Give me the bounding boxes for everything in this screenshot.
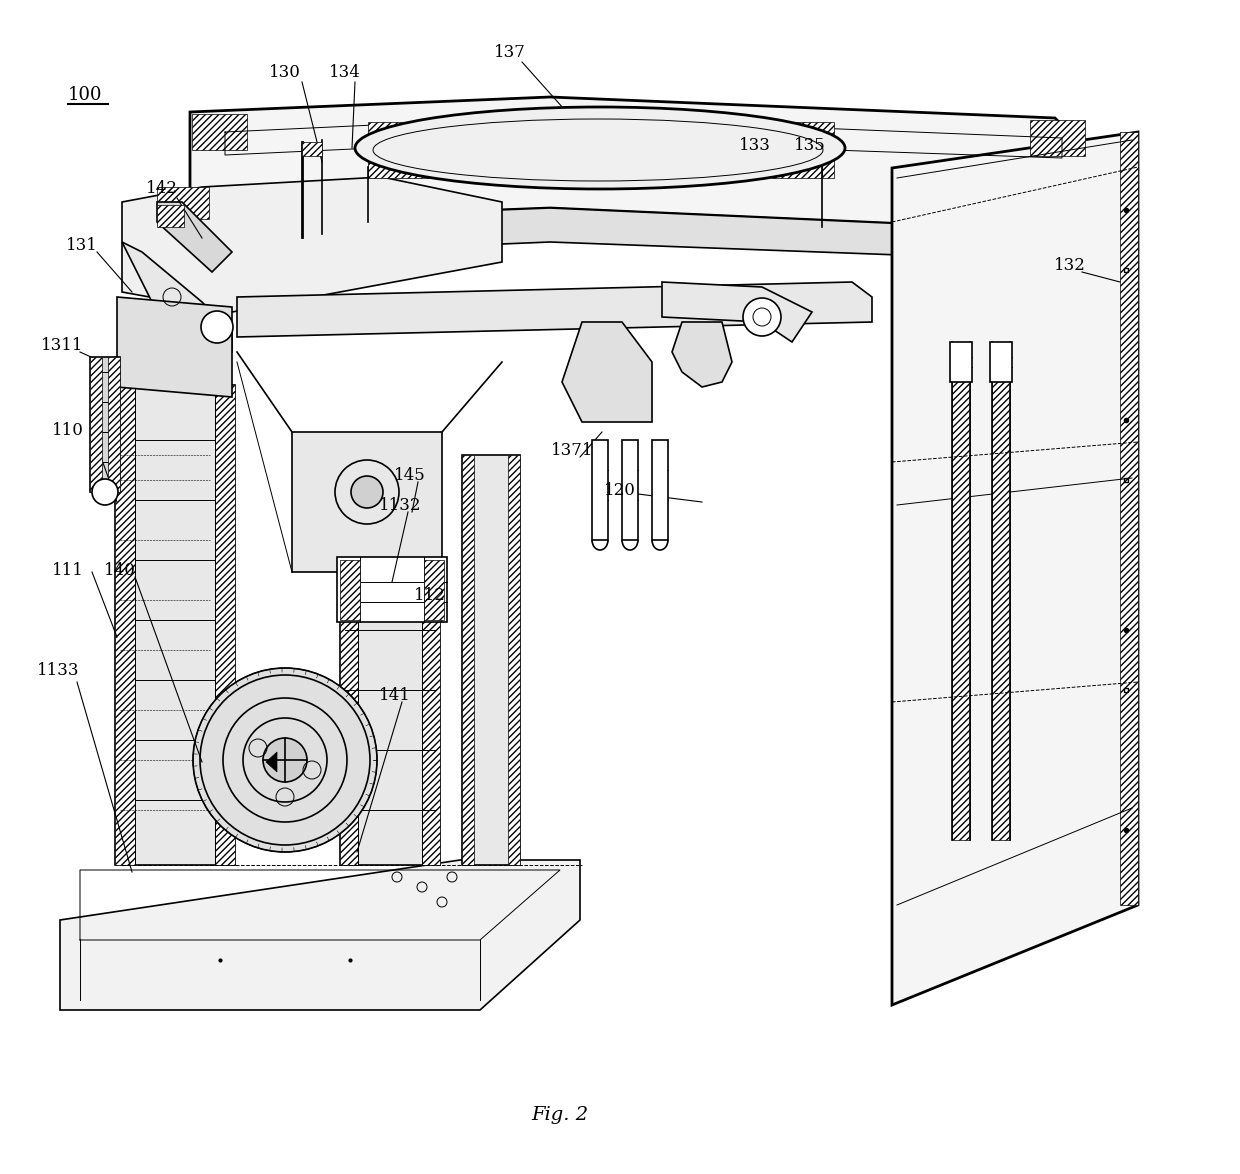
Bar bbox=[115, 385, 135, 865]
Bar bbox=[952, 342, 970, 841]
Text: 133: 133 bbox=[739, 136, 771, 154]
Polygon shape bbox=[463, 456, 520, 865]
Text: 137: 137 bbox=[494, 43, 526, 61]
Text: 145: 145 bbox=[394, 466, 425, 484]
Text: Fig. 2: Fig. 2 bbox=[532, 1106, 589, 1124]
Polygon shape bbox=[291, 432, 441, 572]
Ellipse shape bbox=[355, 107, 844, 189]
Circle shape bbox=[351, 475, 383, 508]
Bar bbox=[368, 122, 430, 178]
Polygon shape bbox=[91, 357, 120, 492]
Text: 112: 112 bbox=[414, 587, 446, 603]
Polygon shape bbox=[190, 97, 1087, 232]
Polygon shape bbox=[340, 456, 440, 865]
Bar bbox=[157, 187, 210, 220]
Text: 140: 140 bbox=[104, 561, 136, 579]
Polygon shape bbox=[237, 282, 872, 337]
Bar bbox=[215, 385, 236, 865]
Circle shape bbox=[743, 298, 781, 336]
Bar bbox=[773, 122, 835, 178]
Text: 130: 130 bbox=[269, 63, 301, 81]
Bar bbox=[1030, 120, 1085, 156]
Circle shape bbox=[201, 311, 233, 343]
Polygon shape bbox=[190, 208, 1087, 262]
Text: 142: 142 bbox=[146, 180, 177, 196]
Bar bbox=[108, 357, 120, 492]
Polygon shape bbox=[157, 202, 232, 272]
Circle shape bbox=[92, 479, 118, 505]
Bar bbox=[463, 456, 474, 865]
Bar bbox=[157, 205, 184, 227]
Polygon shape bbox=[622, 440, 639, 540]
Bar bbox=[424, 560, 444, 620]
Polygon shape bbox=[60, 861, 580, 1010]
Bar bbox=[340, 560, 360, 620]
Bar bbox=[422, 456, 440, 865]
Text: 132: 132 bbox=[1054, 256, 1086, 274]
Text: 1132: 1132 bbox=[378, 497, 422, 513]
Polygon shape bbox=[591, 440, 608, 540]
Circle shape bbox=[193, 668, 377, 852]
Polygon shape bbox=[652, 440, 668, 540]
Polygon shape bbox=[892, 131, 1138, 1005]
Polygon shape bbox=[267, 753, 277, 772]
Bar bbox=[508, 456, 520, 865]
Text: 110: 110 bbox=[52, 421, 84, 439]
Text: 131: 131 bbox=[66, 236, 98, 254]
Polygon shape bbox=[950, 342, 972, 382]
Circle shape bbox=[263, 738, 308, 782]
Text: 111: 111 bbox=[52, 561, 84, 579]
Polygon shape bbox=[662, 282, 812, 342]
Bar bbox=[1120, 131, 1138, 905]
Polygon shape bbox=[122, 177, 502, 312]
Polygon shape bbox=[990, 342, 1012, 382]
Polygon shape bbox=[122, 242, 232, 352]
Bar bbox=[91, 357, 102, 492]
Polygon shape bbox=[672, 322, 732, 387]
Text: 1133: 1133 bbox=[37, 661, 79, 679]
Bar bbox=[992, 342, 1011, 841]
Bar bbox=[192, 114, 247, 150]
Bar bbox=[340, 456, 358, 865]
Text: 100: 100 bbox=[68, 86, 103, 104]
Text: 135: 135 bbox=[794, 136, 826, 154]
Text: 120: 120 bbox=[604, 481, 636, 499]
Polygon shape bbox=[337, 556, 446, 622]
Text: 134: 134 bbox=[329, 63, 361, 81]
Text: 1311: 1311 bbox=[41, 337, 83, 353]
Text: 1371: 1371 bbox=[551, 441, 593, 459]
Text: 141: 141 bbox=[379, 687, 410, 703]
Polygon shape bbox=[117, 297, 232, 397]
Bar bbox=[303, 142, 322, 156]
Polygon shape bbox=[562, 322, 652, 421]
Polygon shape bbox=[115, 385, 236, 865]
